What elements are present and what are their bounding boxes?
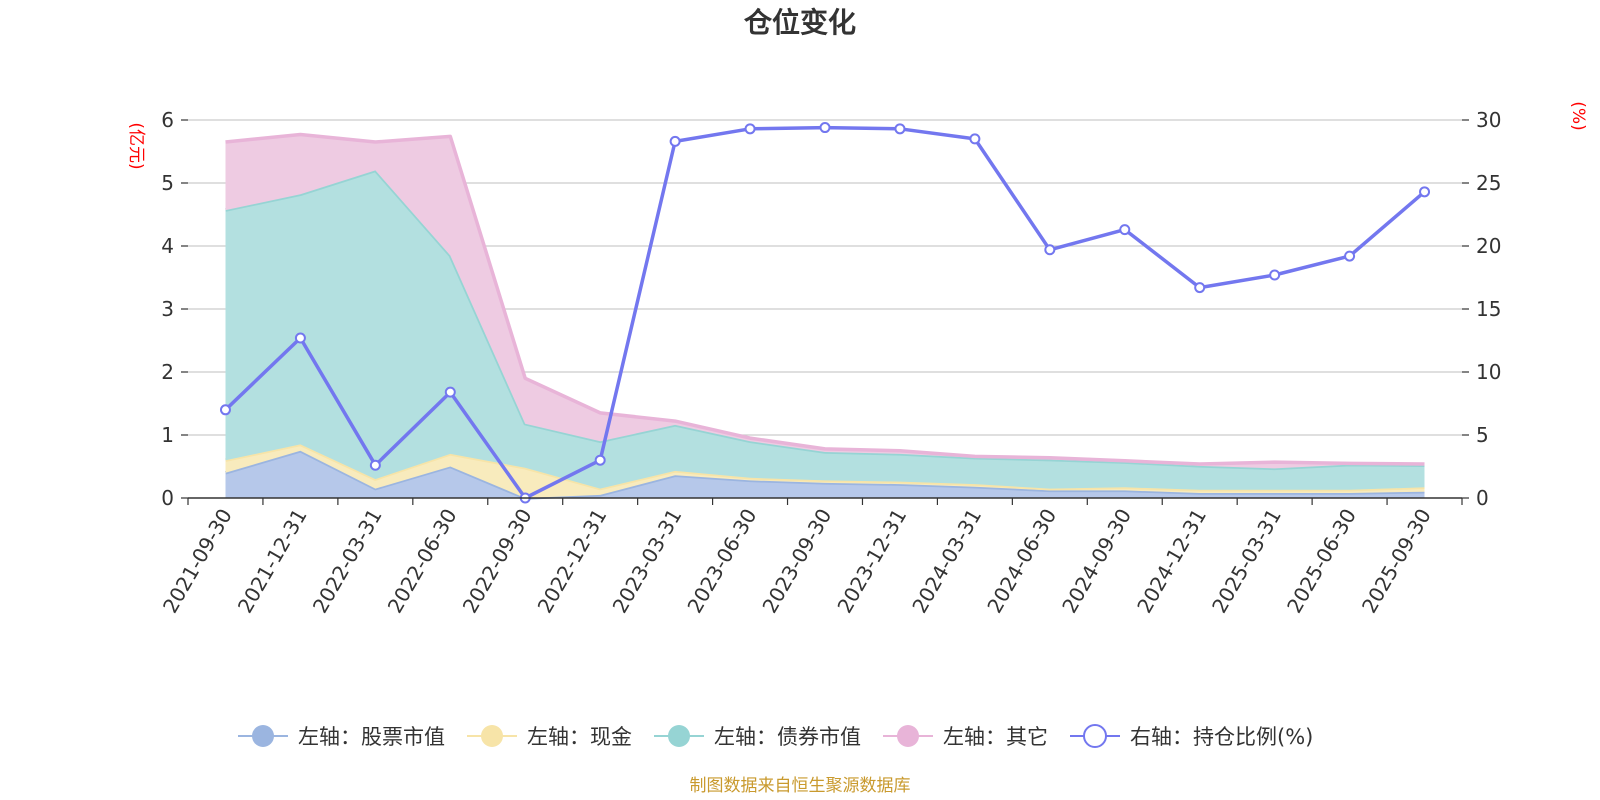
ratio-point [969,133,981,145]
ratio-point [294,332,306,344]
right-axis-tick-label: 10 [1476,360,1501,384]
left-axis-tick-label: 3 [161,297,174,321]
right-axis-tick-label: 5 [1476,423,1489,447]
chart-title: 仓位变化 [744,6,856,39]
right-axis-unit: (%) [1568,101,1588,130]
ratio-point [1419,186,1431,198]
x-axis-tick-label: 2022-06-30 [383,505,462,618]
x-axis-tick-label: 2024-12-31 [1132,505,1211,618]
legend-label: 右轴：持仓比例(%) [1130,725,1313,749]
ratio-point [744,123,756,135]
x-axis-tick-label: 2022-09-30 [458,505,537,618]
left-axis-tick-label: 2 [161,360,174,384]
left-axis-tick-label: 6 [161,108,174,132]
ratio-point [1194,282,1206,294]
x-axis-tick-label: 2023-09-30 [757,505,836,618]
legend-label: 左轴：现金 [527,725,632,749]
x-axis-tick-label: 2023-03-31 [608,505,687,618]
x-axis-tick-label: 2021-09-30 [158,505,237,618]
data-source-note: 制图数据来自恒生聚源数据库 [690,776,911,796]
ratio-point [894,123,906,135]
legend-swatch-dot [481,725,503,747]
left-axis-tick-label: 5 [161,171,174,195]
x-axis-tick-label: 2025-09-30 [1357,505,1436,618]
ratio-point [369,459,381,471]
x-axis-tick-label: 2022-12-31 [533,505,612,618]
right-axis-tick-label: 20 [1476,234,1501,258]
position-ratio-line [219,122,1431,504]
legend-swatch-dot [1083,724,1107,748]
area-左轴：其它 [225,134,1425,469]
ratio-point [1044,244,1056,256]
ratio-point [669,135,681,147]
right-axis-tick-label: 30 [1476,108,1501,132]
legend-label: 左轴：股票市值 [298,725,445,749]
left-axis-tick-label: 4 [161,234,174,258]
x-axis-tick-label: 2024-09-30 [1057,505,1136,618]
ratio-point [1269,269,1281,281]
legend-swatch-dot [252,725,274,747]
legend-label: 左轴：债券市值 [714,725,861,749]
x-axis-tick-label: 2025-06-30 [1282,505,1361,618]
x-axis-tick-label: 2023-06-30 [682,505,761,618]
right-axis-tick-label: 25 [1476,171,1501,195]
left-axis-tick-label: 1 [161,423,174,447]
right-axis-tick-label: 15 [1476,297,1501,321]
legend-swatch-dot [668,725,690,747]
left-axis-tick-label: 0 [161,486,174,510]
x-axis-tick-label: 2023-12-31 [832,505,911,618]
legend: 左轴：股票市值 左轴：现金 左轴：债券市值 左轴：其它 右轴：持仓比例(%) [238,724,1313,749]
ratio-point [444,386,456,398]
ratio-point [1119,224,1131,236]
ratio-point [1344,250,1356,262]
ratio-point [594,454,606,466]
x-axis-tick-label: 2024-06-30 [982,505,1061,618]
stacked-areas [225,132,1425,500]
x-axis-tick-label: 2024-03-31 [907,505,986,618]
left-axis-unit: (亿元) [126,122,146,169]
ratio-point [819,122,831,134]
area-左轴：债券市值 [225,170,1425,490]
legend-label: 左轴：其它 [943,725,1048,749]
legend-swatch-dot [897,725,919,747]
x-axis-tick-label: 2021-12-31 [233,505,312,618]
area-左轴：现金 [225,444,1425,498]
area-edge-左轴：其它 [225,132,1425,466]
ratio-point [219,404,231,416]
x-axis-tick-label: 2025-03-31 [1207,505,1286,618]
x-axis-tick-label: 2022-03-31 [308,505,387,618]
right-axis-tick-label: 0 [1476,486,1489,510]
